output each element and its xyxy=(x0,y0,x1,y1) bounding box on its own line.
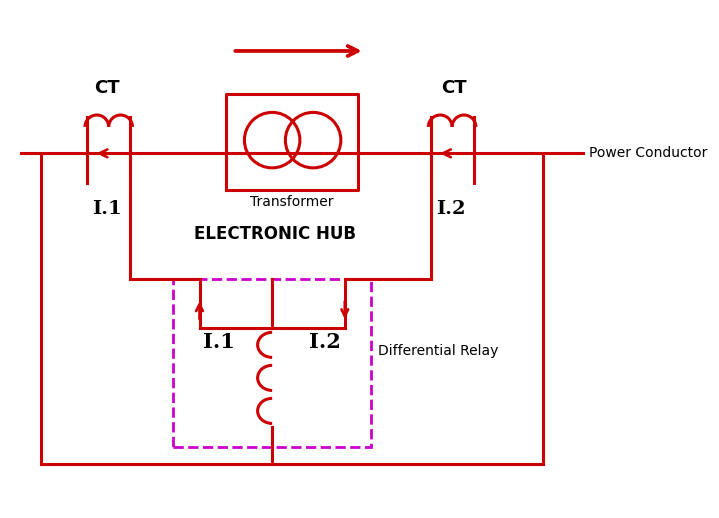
Text: I.1: I.1 xyxy=(92,200,122,219)
Text: I.1: I.1 xyxy=(203,332,235,352)
Text: ELECTRONIC HUB: ELECTRONIC HUB xyxy=(194,225,357,243)
Text: Power Conductor: Power Conductor xyxy=(589,146,707,161)
Text: Transformer: Transformer xyxy=(250,195,334,209)
Text: I.2: I.2 xyxy=(436,200,465,219)
Bar xyxy=(173,279,371,447)
Text: Differential Relay: Differential Relay xyxy=(377,344,498,358)
Text: CT: CT xyxy=(441,79,467,97)
Text: I.2: I.2 xyxy=(309,332,341,352)
Text: CT: CT xyxy=(94,79,120,97)
